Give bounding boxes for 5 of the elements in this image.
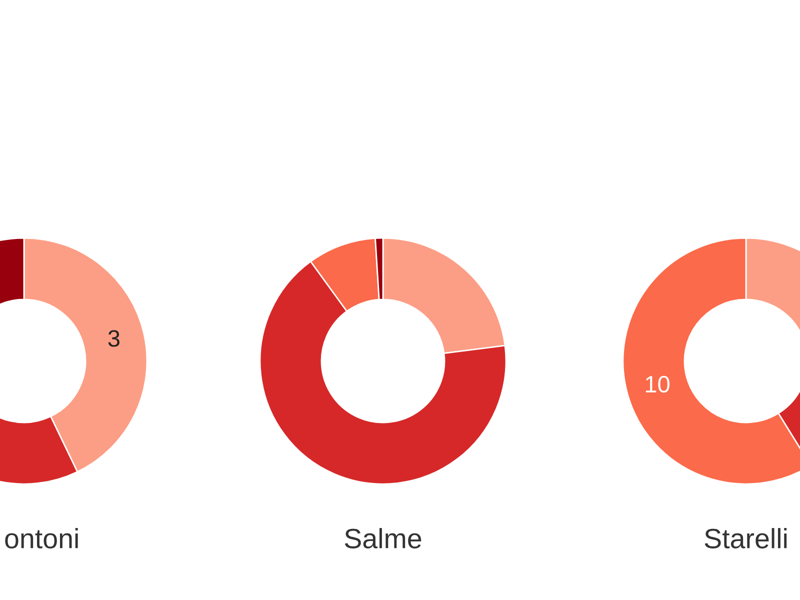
text: Starelli <box>704 528 787 548</box>
data-label: 10 <box>646 376 670 393</box>
text: Salme <box>344 528 422 548</box>
text: ontoni <box>5 528 78 548</box>
data-label: 3 <box>108 330 120 347</box>
